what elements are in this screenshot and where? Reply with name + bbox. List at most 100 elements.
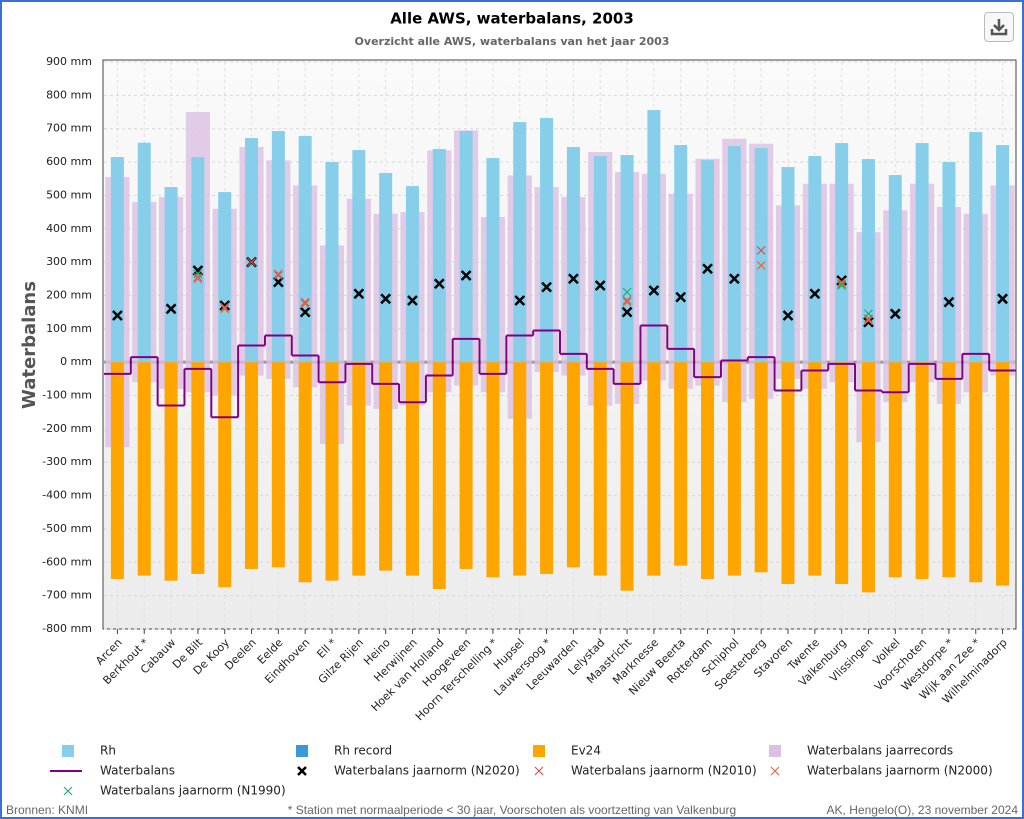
legend-item: Waterbalans jaarnorm (N2010) bbox=[534, 764, 757, 778]
marker-cross bbox=[193, 269, 203, 279]
y-tick-label: 500 mm bbox=[46, 188, 92, 201]
legend-label: Waterbalans jaarnorm (N2000) bbox=[807, 764, 993, 778]
marker-cross bbox=[889, 308, 901, 320]
y-tick-label: 600 mm bbox=[46, 155, 92, 168]
download-button[interactable] bbox=[984, 12, 1014, 42]
bar bbox=[647, 362, 661, 576]
marker-cross bbox=[433, 278, 445, 290]
norm-marker bbox=[864, 316, 873, 325]
bar bbox=[459, 362, 473, 569]
marker-cross bbox=[997, 293, 1008, 305]
bar bbox=[298, 136, 312, 363]
norm-marker bbox=[997, 293, 1008, 305]
bar bbox=[352, 362, 366, 576]
marker-cross bbox=[809, 288, 821, 300]
legend-item: Waterbalans jaarnorm (N1990) bbox=[63, 784, 286, 798]
norm-marker bbox=[622, 296, 632, 305]
marker-cross bbox=[622, 296, 632, 305]
bar bbox=[861, 362, 875, 593]
bar bbox=[593, 362, 607, 576]
bar bbox=[942, 162, 956, 363]
bar bbox=[566, 362, 580, 568]
norm-marker bbox=[300, 297, 310, 307]
bar bbox=[888, 362, 902, 578]
norm-marker bbox=[648, 285, 660, 296]
y-tick-label: 0 mm bbox=[60, 355, 92, 368]
bar bbox=[566, 147, 580, 363]
norm-marker bbox=[353, 288, 365, 300]
legend-label: Waterbalans jaarnorm (N2020) bbox=[334, 764, 520, 778]
norm-marker bbox=[943, 296, 955, 308]
bar bbox=[191, 157, 205, 363]
marker-cross bbox=[728, 273, 740, 285]
marker-cross bbox=[353, 288, 365, 300]
marker-cross bbox=[220, 302, 230, 312]
marker-cross bbox=[594, 280, 606, 291]
marker-cross bbox=[407, 295, 418, 306]
bar bbox=[861, 159, 875, 363]
y-tick-label: -200 mm bbox=[42, 422, 92, 435]
marker-cross bbox=[300, 299, 310, 309]
norm-marker bbox=[219, 300, 231, 311]
y-tick-label: -700 mm bbox=[42, 589, 92, 602]
bar bbox=[727, 146, 741, 363]
norm-marker bbox=[756, 246, 766, 255]
marker-cross bbox=[943, 296, 955, 308]
legend-item: Rh bbox=[62, 744, 116, 758]
bar bbox=[593, 156, 607, 363]
y-tick-label: -300 mm bbox=[42, 455, 92, 468]
norm-marker bbox=[300, 299, 310, 309]
bar bbox=[218, 192, 232, 363]
y-tick-label: -400 mm bbox=[42, 489, 92, 502]
y-tick-label: 200 mm bbox=[46, 288, 92, 301]
marker-cross bbox=[837, 277, 847, 287]
bar bbox=[245, 138, 259, 363]
legend-item: Waterbalans bbox=[50, 764, 175, 778]
bar bbox=[727, 362, 741, 576]
norm-marker bbox=[621, 306, 633, 318]
legend-item: Waterbalans jaarnorm (N2000) bbox=[770, 764, 993, 778]
marker-cross bbox=[568, 273, 579, 285]
marker-cross bbox=[380, 293, 392, 305]
marker-cross bbox=[864, 309, 873, 319]
bar bbox=[674, 362, 688, 566]
legend-label: Ev24 bbox=[571, 744, 601, 758]
bar bbox=[245, 362, 259, 569]
marker-cross bbox=[300, 297, 310, 307]
bar bbox=[969, 362, 983, 583]
bar bbox=[996, 145, 1010, 363]
norm-marker bbox=[728, 273, 740, 285]
marker-cross bbox=[837, 281, 847, 290]
norm-marker bbox=[568, 273, 579, 285]
marker-cross bbox=[864, 316, 873, 325]
bar bbox=[540, 362, 554, 574]
legend-swatch bbox=[63, 786, 73, 796]
y-tick-label: 100 mm bbox=[46, 322, 92, 335]
bar bbox=[701, 160, 715, 363]
norm-marker bbox=[675, 291, 687, 303]
norm-marker bbox=[247, 257, 256, 267]
bar bbox=[379, 173, 393, 363]
marker-cross bbox=[273, 271, 283, 280]
bar bbox=[218, 362, 232, 588]
bar bbox=[432, 149, 446, 363]
bar bbox=[164, 362, 178, 581]
norm-marker bbox=[622, 287, 632, 297]
legend-swatch bbox=[534, 766, 544, 776]
chart-title: Alle AWS, waterbalans, 2003 bbox=[390, 10, 634, 28]
legend-swatch bbox=[770, 766, 780, 776]
bar bbox=[513, 122, 527, 363]
marker-cross bbox=[837, 279, 847, 289]
bar bbox=[674, 145, 688, 363]
bar bbox=[754, 148, 768, 363]
bar bbox=[271, 131, 285, 363]
legend-label: Waterbalans jaarnorm (N1990) bbox=[100, 784, 286, 798]
credit: AK, Hengelo(O), 23 november 2024 bbox=[827, 803, 1019, 817]
norm-marker bbox=[702, 263, 713, 275]
y-tick-label: -600 mm bbox=[42, 555, 92, 568]
bar bbox=[620, 362, 634, 591]
norm-marker bbox=[273, 269, 283, 279]
y-tick-label: 800 mm bbox=[46, 88, 92, 101]
norm-marker bbox=[782, 310, 794, 321]
